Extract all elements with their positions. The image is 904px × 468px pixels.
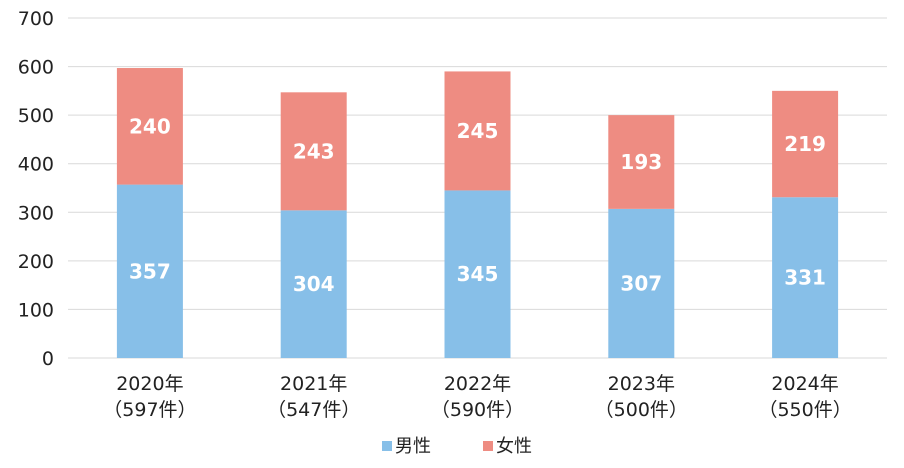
legend-label-男性: 男性: [395, 436, 431, 457]
bar-2022年-女性: [444, 71, 511, 191]
data-label-2020年-男性: 357: [129, 259, 171, 283]
bar-2023年-女性: [608, 115, 675, 209]
data-labels: 357 240 304 243 345 245 307 193 331 219: [129, 114, 826, 296]
x-category-label-2021年: 2021年: [280, 373, 347, 395]
data-label-2023年-女性: 193: [620, 150, 662, 174]
x-category-sublabel-2024年: （550件）: [758, 399, 851, 421]
data-label-2024年-女性: 219: [784, 132, 826, 156]
data-label-2021年-女性: 243: [293, 139, 335, 163]
data-label-2023年-男性: 307: [620, 271, 662, 295]
y-tick-label-700: 700: [18, 8, 54, 30]
data-label-2020年-女性: 240: [129, 114, 171, 138]
bar-2020年-女性: [116, 68, 183, 185]
y-tick-label-300: 300: [18, 202, 54, 224]
x-axis-category-labels: 2020年 （597件） 2021年 （547件） 2022年 （590件） 2023年 （5…: [103, 373, 851, 421]
x-category-label-2024年: 2024年: [771, 373, 838, 395]
y-axis-tick-labels: 0 100 200 300 400 500 600 700: [18, 8, 54, 370]
data-label-2024年-男性: 331: [784, 266, 826, 290]
x-category-label-2022年: 2022年: [444, 373, 511, 395]
data-label-2022年-男性: 345: [457, 262, 499, 286]
bars: [116, 68, 839, 358]
legend: 男性 女性: [382, 436, 532, 457]
x-category-label-2020年: 2020年: [116, 373, 183, 395]
legend-swatch-女性: [483, 441, 493, 451]
legend-label-女性: 女性: [496, 436, 532, 457]
legend-swatch-男性: [382, 441, 392, 451]
data-label-2021年-男性: 304: [293, 272, 335, 296]
x-category-sublabel-2023年: （500件）: [595, 399, 688, 421]
x-category-sublabel-2020年: （597件）: [103, 399, 196, 421]
bar-2021年-男性: [280, 210, 347, 358]
y-tick-label-400: 400: [18, 154, 54, 176]
y-tick-label-600: 600: [18, 57, 54, 79]
x-category-label-2023年: 2023年: [608, 373, 675, 395]
x-category-sublabel-2022年: （590件）: [431, 399, 524, 421]
bar-2020年-男性: [116, 184, 183, 358]
y-tick-label-100: 100: [18, 299, 54, 321]
bar-2024年-女性: [772, 90, 839, 198]
bar-2023年-男性: [608, 208, 675, 358]
x-category-sublabel-2021年: （547件）: [267, 399, 360, 421]
bar-2024年-男性: [772, 197, 839, 358]
bar-2021年-女性: [280, 92, 347, 211]
y-tick-label-500: 500: [18, 105, 54, 127]
data-label-2022年-女性: 245: [457, 119, 499, 143]
bar-2022年-男性: [444, 190, 511, 358]
y-tick-label-200: 200: [18, 251, 54, 273]
y-tick-label-0: 0: [42, 348, 54, 370]
